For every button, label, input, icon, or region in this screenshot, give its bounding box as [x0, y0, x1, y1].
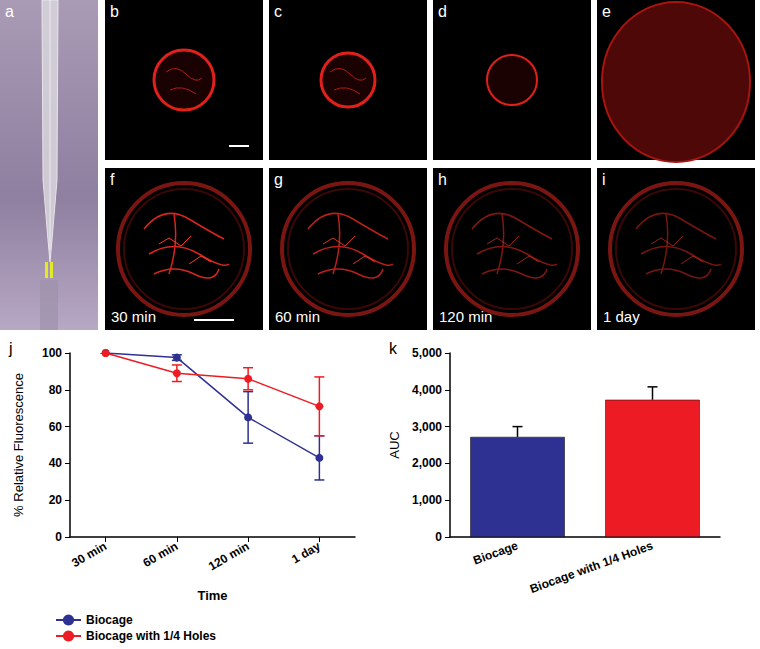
svg-text:b: b	[110, 3, 119, 20]
svg-text:g: g	[274, 171, 283, 188]
svg-text:120 min: 120 min	[439, 308, 492, 325]
svg-text:1,000: 1,000	[412, 493, 442, 507]
svg-text:Biocage with 1/4 Holes: Biocage with 1/4 Holes	[86, 629, 216, 643]
svg-text:60 min: 60 min	[140, 539, 180, 570]
svg-text:f: f	[110, 171, 115, 188]
svg-text:4,000: 4,000	[412, 383, 442, 397]
svg-text:e: e	[602, 3, 611, 20]
svg-text:1 day: 1 day	[289, 539, 323, 567]
svg-text:80: 80	[49, 383, 63, 397]
svg-text:h: h	[438, 171, 447, 188]
svg-text:3,000: 3,000	[412, 420, 442, 434]
svg-text:Biocage with 1/4 Holes: Biocage with 1/4 Holes	[528, 538, 655, 596]
svg-text:30 min: 30 min	[111, 308, 156, 325]
svg-text:100: 100	[42, 346, 62, 360]
svg-text:Biocage: Biocage	[471, 538, 520, 567]
svg-text:0: 0	[55, 530, 62, 544]
svg-text:% Relative Fluorescence: % Relative Fluorescence	[11, 373, 26, 517]
svg-text:60: 60	[49, 420, 63, 434]
svg-text:i: i	[602, 171, 606, 188]
svg-text:60 min: 60 min	[275, 308, 320, 325]
svg-text:1 day: 1 day	[603, 308, 640, 325]
svg-text:a: a	[5, 3, 14, 20]
svg-text:j: j	[8, 340, 13, 357]
svg-text:5,000: 5,000	[412, 346, 442, 360]
svg-text:Biocage: Biocage	[86, 613, 133, 627]
svg-text:2,000: 2,000	[412, 456, 442, 470]
svg-text:Time: Time	[197, 588, 227, 603]
svg-text:d: d	[438, 3, 447, 20]
svg-text:c: c	[274, 3, 282, 20]
svg-text:k: k	[389, 340, 398, 357]
svg-text:20: 20	[49, 493, 63, 507]
svg-text:AUC: AUC	[387, 431, 402, 458]
svg-text:40: 40	[49, 456, 63, 470]
svg-text:120 min: 120 min	[206, 539, 252, 573]
svg-text:0: 0	[435, 530, 442, 544]
svg-text:30 min: 30 min	[69, 539, 109, 570]
